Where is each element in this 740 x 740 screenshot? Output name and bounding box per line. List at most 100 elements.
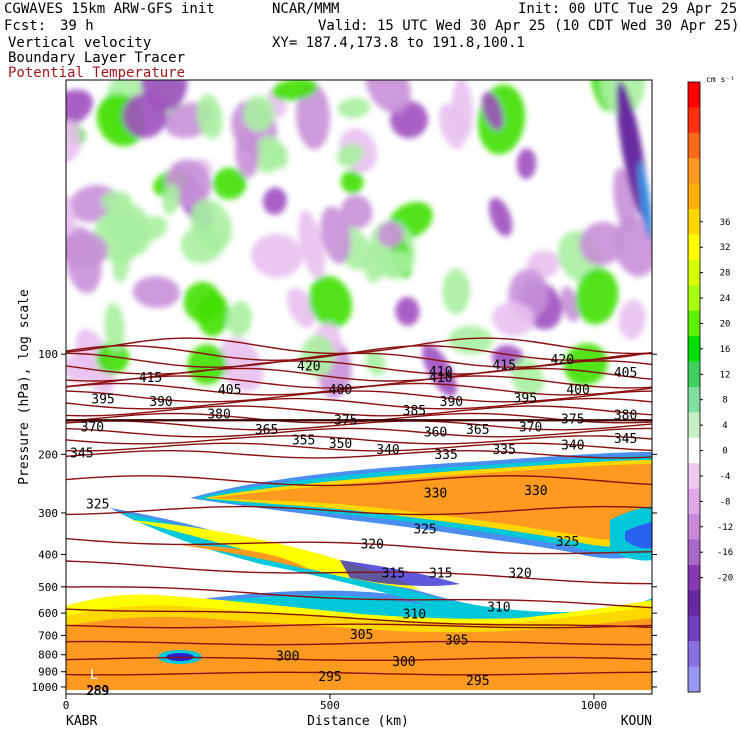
theta-contour xyxy=(66,505,652,516)
colorbar-swatch xyxy=(688,82,700,108)
y-tick-label: 100 xyxy=(38,348,58,361)
theta-contour xyxy=(66,640,652,646)
endpoint-right: KOUN xyxy=(621,714,652,729)
colorbar-swatch xyxy=(688,132,700,159)
contour-label: 320 xyxy=(360,537,383,552)
colorbar: 36 32 28 24 20 16 12 8 4 0 -4 -8 -12 -16 -20 xyxy=(687,81,733,693)
potential-temperature-contours xyxy=(66,337,652,676)
field-vertical-velocity: Vertical velocity xyxy=(8,35,152,51)
contour-label: 410 xyxy=(429,371,452,386)
contour-label: 415 xyxy=(139,371,162,386)
colorbar-tick-label: 12 xyxy=(720,370,731,380)
colorbar-tick-label: 0 xyxy=(722,447,727,457)
colorbar-swatch xyxy=(688,488,700,515)
colorbar-swatch xyxy=(688,310,700,337)
x-tick-label: 1000 xyxy=(581,699,608,712)
theta-contour xyxy=(66,623,652,629)
contour-label: 345 xyxy=(70,447,93,462)
theta-contour xyxy=(66,475,652,487)
contour-label: 315 xyxy=(429,567,452,582)
contour-label: 400 xyxy=(566,383,589,398)
theta-contour xyxy=(66,412,652,424)
colorbar-tick-label: -20 xyxy=(717,574,733,584)
forecast-label: Fcst: xyxy=(4,18,47,34)
theta-contour xyxy=(66,537,652,555)
x-tick-label: 500 xyxy=(320,699,340,712)
low-marker: L xyxy=(90,668,98,683)
contour-label: 420 xyxy=(551,353,574,368)
theta-contour xyxy=(66,608,652,629)
y-tick-label: 800 xyxy=(38,649,58,662)
theta-contour xyxy=(66,586,652,609)
colorbar-swatch xyxy=(688,361,700,388)
contour-label: 380 xyxy=(614,409,637,424)
y-tick-label: 900 xyxy=(38,666,58,679)
colorbar-tick-label: 4 xyxy=(722,421,727,431)
colorbar-swatch xyxy=(688,590,700,617)
theta-contour xyxy=(66,352,652,368)
y-tick-label: 500 xyxy=(38,581,58,594)
theta-contour xyxy=(66,397,652,410)
endpoint-left: KABR xyxy=(66,714,97,729)
colorbar-tick-label: 8 xyxy=(722,396,727,406)
colorbar-tick-label: 36 xyxy=(720,218,731,228)
contour-label: 325 xyxy=(86,498,109,513)
colorbar-tick-label: 28 xyxy=(720,269,731,279)
theta-contour xyxy=(66,427,652,438)
colorbar-swatch xyxy=(688,539,700,566)
colorbar-tick-label: 24 xyxy=(720,294,731,304)
y-tick-label: 400 xyxy=(38,549,58,562)
x-tick-label: 0 xyxy=(63,699,70,712)
contour-label: 375 xyxy=(334,413,357,428)
surface-theta-label: 289 xyxy=(87,684,109,698)
contour-label: 350 xyxy=(329,437,352,452)
cross-section-endpoints: XY= 187.4,173.8 to 191.8,100.1 xyxy=(272,35,525,51)
theta-contour xyxy=(66,367,652,382)
colorbar-swatch xyxy=(688,183,700,210)
contour-label: 355 xyxy=(292,434,315,449)
forecast-value: 39 h xyxy=(60,18,94,34)
theta-contour xyxy=(66,449,652,459)
theta-contour xyxy=(66,560,652,585)
contour-label: 340 xyxy=(376,443,399,458)
colorbar-swatch xyxy=(688,285,700,312)
contour-label: 375 xyxy=(561,412,584,427)
colorbar-swatch xyxy=(688,666,700,693)
theta-contour xyxy=(66,344,652,362)
theta-contour xyxy=(66,405,652,417)
axes: 100 200 300 400 500 600 700 800 900 1000 0 500 1000 2… xyxy=(32,348,657,712)
contour-label: 365 xyxy=(255,423,278,438)
contour-label: 405 xyxy=(218,383,241,398)
contour-label: 405 xyxy=(614,366,637,381)
contour-label: 320 xyxy=(508,567,531,582)
contour-label: 295 xyxy=(318,670,341,685)
colorbar-swatch xyxy=(688,514,700,540)
colorbar-swatch xyxy=(688,209,700,235)
contour-label: 395 xyxy=(514,392,537,407)
contour-label: 385 xyxy=(403,404,426,419)
x-axis-title: Distance (km) xyxy=(307,714,409,729)
contour-label: 400 xyxy=(329,383,352,398)
theta-contour xyxy=(66,375,652,389)
colorbar-swatch xyxy=(688,437,700,464)
theta-contour xyxy=(66,671,652,676)
contour-label: 420 xyxy=(297,360,320,375)
colorbar-tick-label: 32 xyxy=(720,243,731,253)
vertical-velocity-field xyxy=(66,80,652,694)
contour-label: 410 xyxy=(429,365,452,380)
theta-contour xyxy=(66,337,652,355)
contour-label: 325 xyxy=(556,535,579,550)
contour-label: 335 xyxy=(434,448,457,463)
field-potential-temperature: Potential Temperature xyxy=(8,65,186,81)
colorbar-swatch xyxy=(688,564,700,591)
colorbar-swatch xyxy=(688,259,700,286)
theta-contour xyxy=(66,435,652,445)
colorbar-swatch xyxy=(688,336,700,362)
y-axis-title: Pressure (hPa), log scale xyxy=(17,289,32,485)
colorbar-swatch xyxy=(688,412,700,439)
init-time: Init: 00 UTC Tue 29 Apr 25 xyxy=(518,1,738,17)
theta-contour xyxy=(66,442,652,452)
theta-contour xyxy=(66,390,652,403)
contour-label: 315 xyxy=(382,567,405,582)
contour-labels: 415 420 410 415 420 405 395 390 405 400 410 390 395 4… xyxy=(70,353,637,699)
